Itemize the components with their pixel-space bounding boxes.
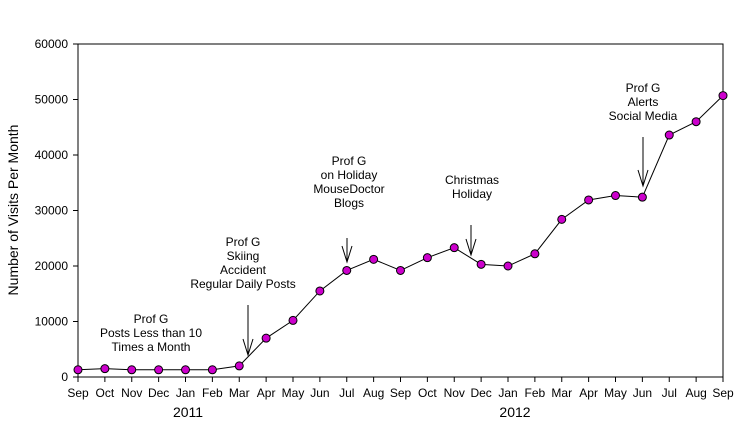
x-tick-label: Feb [202,386,223,400]
annotation-line: Prof G [626,81,661,95]
annotation-line: Posts Less than 10 [100,326,202,340]
x-tick-label: Oct [418,386,437,400]
year-label: 2011 [173,404,203,420]
data-point [73,365,83,375]
data-point [261,333,271,343]
annotation-line: Blogs [334,196,364,210]
x-tick-label: Jul [662,386,677,400]
data-point [181,365,190,375]
annotation-line: Regular Daily Posts [190,277,295,291]
data-point [100,364,110,374]
x-tick-label: Oct [96,386,115,400]
y-tick-label: 60000 [35,37,69,51]
data-point [234,361,244,371]
data-point [557,214,567,224]
annotation-line: Holiday [452,187,492,201]
data-point [530,249,540,259]
x-tick-label: Apr [579,386,598,400]
y-tick-label: 30000 [35,204,69,218]
y-tick-label: 50000 [35,93,69,107]
x-tick-label: Mar [229,386,250,400]
annotation-line: Times a Month [112,340,191,354]
x-tick-label: Mar [551,386,572,400]
data-point [476,259,486,269]
x-tick-label: Dec [470,386,491,400]
annotation-line: MouseDoctor [313,182,384,196]
data-points [73,91,728,375]
data-point [154,365,164,375]
plot-area [77,43,724,378]
x-tick-label: Feb [525,386,546,400]
x-axis: Sep Oct Nov Dec Jan Feb Mar Apr May Jun Jul Aug Sep O… [67,377,734,400]
annotation-arrow-head [637,169,649,188]
annotation-line: Prof G [332,154,367,168]
data-point [718,91,728,101]
annotation-arrow-head [242,338,254,357]
x-tick-label: May [604,386,627,400]
x-tick-label: Sep [390,386,412,400]
x-tick-label: Jun [310,386,329,400]
x-tick-label: Jul [339,386,354,400]
y-tick-label: 20000 [35,259,69,273]
data-point [584,195,594,205]
y-axis: 0 10000 20000 30000 40000 50000 60000 [35,37,78,384]
annotation-line: Christmas [445,173,499,187]
annotation-line: Accident [220,263,267,277]
data-point [503,261,513,271]
data-point [207,365,217,375]
y-tick-label: 0 [61,370,68,384]
y-tick-label: 10000 [35,315,69,329]
x-tick-label: Sep [712,386,734,400]
x-tick-label: Nov [121,386,142,400]
annotation-line: Social Media [609,109,678,123]
x-tick-label: May [282,386,305,400]
annotation-arrow-head [465,238,477,257]
annotation-arrow-head [341,245,353,264]
x-tick-label: Jun [633,386,652,400]
y-tick-label: 40000 [35,148,69,162]
data-point [288,315,298,325]
data-point [422,253,432,263]
annotation-line: Prof G [134,312,169,326]
data-point [664,130,674,140]
x-tick-label: Sep [67,386,89,400]
data-point [369,254,379,264]
data-point [691,117,701,127]
data-point [342,265,352,275]
annotation-line: on Holiday [321,168,378,182]
data-point [611,191,620,201]
x-tick-label: Jan [498,386,517,400]
data-point [315,286,325,296]
x-tick-label: Apr [257,386,276,400]
year-labels: 2011 2012 [173,404,531,420]
data-point [637,192,647,202]
y-axis-title: Number of Visits Per Month [5,125,21,296]
x-tick-label: Dec [148,386,169,400]
data-point [449,243,459,253]
annotation-line: Skiing [227,249,260,263]
x-tick-label: Aug [685,386,706,400]
data-point [127,365,137,375]
data-point [396,265,405,275]
annotation-line: Alerts [628,95,659,109]
x-tick-label: Jan [176,386,195,400]
x-tick-label: Nov [444,386,465,400]
annotation-line: Prof G [226,235,261,249]
x-tick-label: Aug [363,386,384,400]
year-label: 2012 [499,404,530,420]
